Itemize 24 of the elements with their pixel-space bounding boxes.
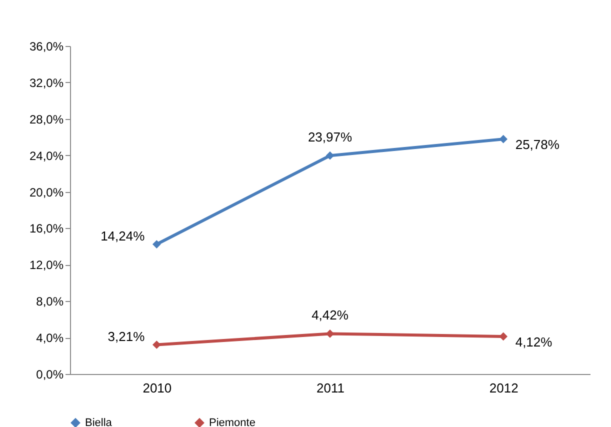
legend-label: Biella [85, 416, 113, 427]
legend-label: Piemonte [209, 416, 256, 427]
data-label: 25,78% [515, 137, 560, 152]
y-tick-label: 0,0% [36, 368, 64, 382]
y-tick-label: 4,0% [36, 331, 64, 346]
y-tick-label: 32,0% [29, 76, 64, 90]
y-tick-label: 16,0% [29, 222, 64, 236]
point [499, 134, 508, 144]
data-label: 3,21% [108, 328, 146, 344]
x-tick-label: 2012 [489, 380, 518, 396]
data-label: 23,97% [308, 130, 352, 145]
y-tick-label: 20,0% [29, 185, 64, 200]
x-tick-label: 2010 [142, 380, 172, 396]
point [326, 151, 334, 160]
data-label: 4,12% [515, 334, 553, 350]
y-tick-label: 36,0% [29, 40, 64, 54]
y-tick-label: 8,0% [36, 294, 64, 309]
y-tick-label: 28,0% [29, 112, 64, 126]
data-label: 14,24% [100, 228, 146, 244]
data-label: 4,42% [312, 308, 349, 323]
x-tick-label: 2011 [316, 380, 344, 396]
y-tick-label: 12,0% [29, 258, 64, 272]
point [152, 240, 161, 248]
y-tick-label: 24,0% [29, 148, 64, 163]
